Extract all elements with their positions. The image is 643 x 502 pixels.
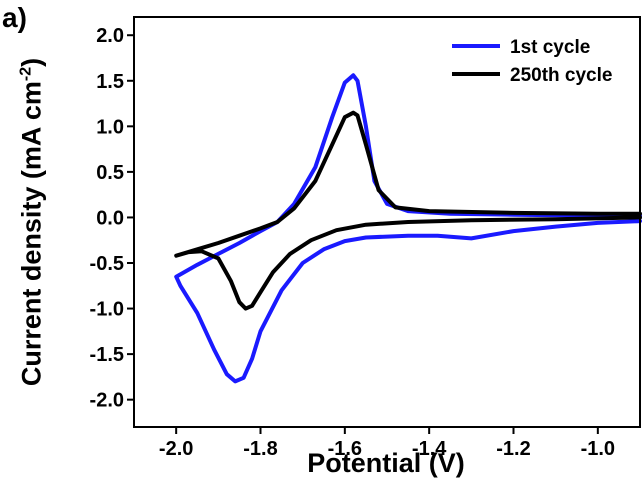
legend: 1st cycle 250th cycle — [452, 37, 612, 86]
x-tick-label: -1.2 — [496, 438, 530, 460]
y-tick-label: -0.5 — [90, 253, 124, 275]
y-tick-label: 1.5 — [96, 71, 124, 93]
x-tick-label: -1.0 — [581, 438, 615, 460]
y-tick-label: -1.0 — [90, 299, 124, 321]
y-tick-label: -2.0 — [90, 390, 124, 412]
legend-label-1: 1st cycle — [510, 37, 590, 58]
y-tick-label: 2.0 — [96, 25, 124, 47]
series-line-2 — [174, 110, 642, 311]
x-tick-label: -1.6 — [328, 438, 362, 460]
series-layer — [174, 73, 642, 384]
y-tick-label: 1.0 — [96, 116, 124, 138]
x-tick-label: -1.4 — [412, 438, 447, 460]
y-tick-label: 0.5 — [96, 162, 124, 184]
panel-label: a) — [2, 2, 27, 33]
plot-frame — [133, 16, 641, 428]
x-axis-label: Potential (V) — [307, 448, 465, 478]
ticks-layer: -2.0 -1.8 -1.6 -1.4 -1.2 -1.0 -2.0 -1.5 -1.0 -0.5… — [90, 25, 616, 460]
series-line-1 — [174, 73, 642, 384]
y-tick-label: -1.5 — [90, 344, 124, 366]
legend-label-2: 250th cycle — [510, 65, 612, 86]
x-tick-label: -1.8 — [243, 438, 277, 460]
x-tick-label: -2.0 — [159, 438, 193, 460]
y-tick-label: 0.0 — [96, 207, 124, 229]
